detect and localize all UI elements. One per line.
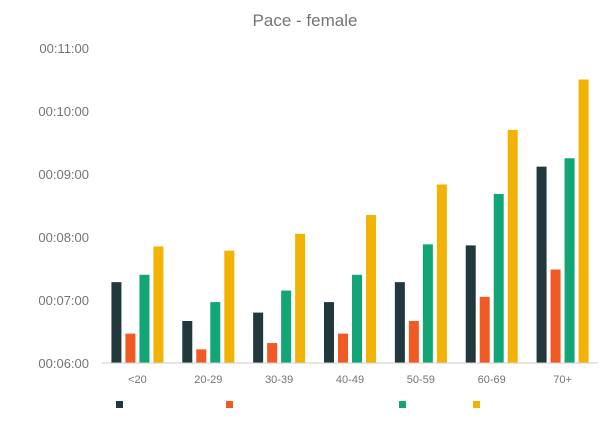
bar-series-2-6069 [479, 296, 490, 363]
bar-series-3-6069 [493, 193, 504, 363]
bar-series-2-4049 [338, 333, 348, 363]
bar-series-1-70 [536, 166, 547, 363]
bar-series-4-6069 [507, 129, 518, 363]
y-tick-label: 00:06:00 [38, 356, 89, 371]
y-tick-label: 00:11:00 [39, 41, 89, 56]
y-axis: 00:06:00 00:07:00 00:08:00 00:09:00 00:10:00… [38, 41, 89, 371]
x-tick-label: 40-49 [336, 374, 364, 386]
y-tick-label: 00:08:00 [38, 230, 89, 245]
bar-series-4-70 [578, 79, 589, 363]
bar-series-3-5059 [422, 244, 433, 363]
bars [111, 79, 589, 363]
bar-series-4-4049 [366, 214, 376, 363]
bar-series-1-2029 [182, 321, 193, 363]
legend-swatch-series-2 [226, 401, 233, 408]
x-tick-label: 30-39 [265, 374, 293, 386]
bar-series-2-2029 [196, 349, 207, 363]
y-tick-label: 00:07:00 [38, 293, 89, 308]
y-tick-label: 00:10:00 [38, 104, 89, 119]
bar-series-4-20 [153, 246, 164, 363]
bar-series-1-4049 [324, 302, 334, 363]
bar-series-2-3039 [267, 343, 278, 363]
bar-series-3-3039 [281, 290, 292, 363]
bar-series-1-5059 [394, 282, 405, 363]
bar-series-3-4049 [352, 274, 362, 363]
bar-series-3-2029 [210, 302, 221, 363]
x-tick-label: 20-29 [194, 374, 222, 386]
x-tick-label: <20 [128, 374, 147, 386]
legend-swatch-series-3 [399, 401, 406, 408]
bar-series-1-20 [111, 282, 122, 363]
y-tick-label: 00:09:00 [38, 167, 89, 182]
bar-series-3-20 [139, 274, 150, 363]
x-tick-label: 70+ [553, 374, 572, 386]
bar-series-4-3039 [295, 233, 306, 363]
bar-series-2-20 [125, 333, 136, 363]
bar-series-4-2029 [224, 250, 235, 363]
legend [116, 401, 480, 408]
bar-series-3-70 [564, 158, 575, 363]
bar-series-1-3039 [253, 312, 264, 363]
legend-swatch-series-4 [473, 401, 480, 408]
x-tick-label: 50-59 [407, 374, 435, 386]
bar-series-1-6069 [465, 245, 476, 363]
bar-series-2-5059 [408, 321, 419, 363]
bar-series-4-5059 [436, 184, 447, 363]
legend-swatch-series-1 [116, 401, 123, 408]
x-tick-label: 60-69 [478, 374, 506, 386]
chart-title: Pace - female [253, 11, 358, 30]
bar-series-2-70 [550, 269, 561, 363]
x-axis: <20 20-29 30-39 40-49 50-59 60-69 70+ [128, 374, 572, 386]
